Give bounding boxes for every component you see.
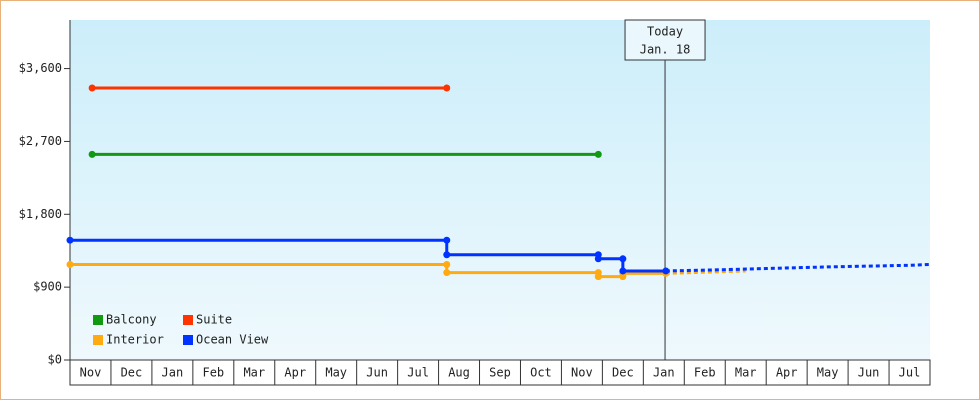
y-tick-label: $2,700 <box>19 134 62 148</box>
step-marker <box>443 236 451 244</box>
legend-label: Suite <box>196 313 232 327</box>
forecast-line <box>665 262 931 273</box>
legend-label: Balcony <box>106 313 157 327</box>
x-tick-label: Nov <box>571 366 593 380</box>
today-box <box>624 19 706 61</box>
x-tick-label: Jan <box>162 366 184 380</box>
legend-swatch <box>93 335 103 345</box>
x-tick-label: Jul <box>899 366 921 380</box>
today-label: Today <box>647 25 683 39</box>
x-tick-label: Sep <box>489 366 511 380</box>
x-tick-label: Jun <box>366 366 388 380</box>
point-marker <box>619 267 627 275</box>
point-marker <box>443 251 451 259</box>
x-tick-label: Jan <box>653 366 675 380</box>
x-tick-label: Feb <box>202 366 224 380</box>
x-tick-label: Mar <box>735 366 757 380</box>
point-marker <box>594 255 602 263</box>
legend-label: Interior <box>106 333 164 347</box>
today-label: Jan. 18 <box>640 43 691 57</box>
x-tick-label: Mar <box>243 366 265 380</box>
point-marker <box>443 84 451 92</box>
x-axis-band <box>69 359 931 386</box>
x-tick-label: Apr <box>776 366 798 380</box>
x-tick-label: May <box>817 366 839 380</box>
legend-swatch <box>183 315 193 325</box>
x-tick-label: Oct <box>530 366 552 380</box>
point-marker <box>66 260 74 268</box>
legend-swatch <box>93 315 103 325</box>
x-tick-label: Aug <box>448 366 470 380</box>
point-marker <box>662 267 670 275</box>
y-tick-label: $0 <box>48 353 62 367</box>
x-tick-label: Dec <box>612 366 634 380</box>
step-marker <box>443 260 451 268</box>
x-tick-label: Jul <box>407 366 429 380</box>
x-tick-label: Apr <box>284 366 306 380</box>
x-tick-label: Feb <box>694 366 716 380</box>
point-marker <box>594 273 602 281</box>
point-marker <box>66 236 74 244</box>
point-marker <box>88 84 96 92</box>
x-tick-label: Jun <box>858 366 880 380</box>
y-tick-label: $900 <box>33 280 62 294</box>
point-marker <box>443 269 451 277</box>
point-marker <box>88 150 96 158</box>
point-marker <box>594 150 602 158</box>
y-tick-label: $1,800 <box>19 207 62 221</box>
x-tick-label: Dec <box>121 366 143 380</box>
step-marker <box>619 255 627 263</box>
y-tick-label: $3,600 <box>19 61 62 75</box>
legend-label: Ocean View <box>196 333 269 347</box>
plot-area <box>70 20 930 360</box>
x-tick-label: May <box>325 366 347 380</box>
x-tick-label: Nov <box>80 366 102 380</box>
legend-swatch <box>183 335 193 345</box>
forecast-line <box>665 269 746 275</box>
